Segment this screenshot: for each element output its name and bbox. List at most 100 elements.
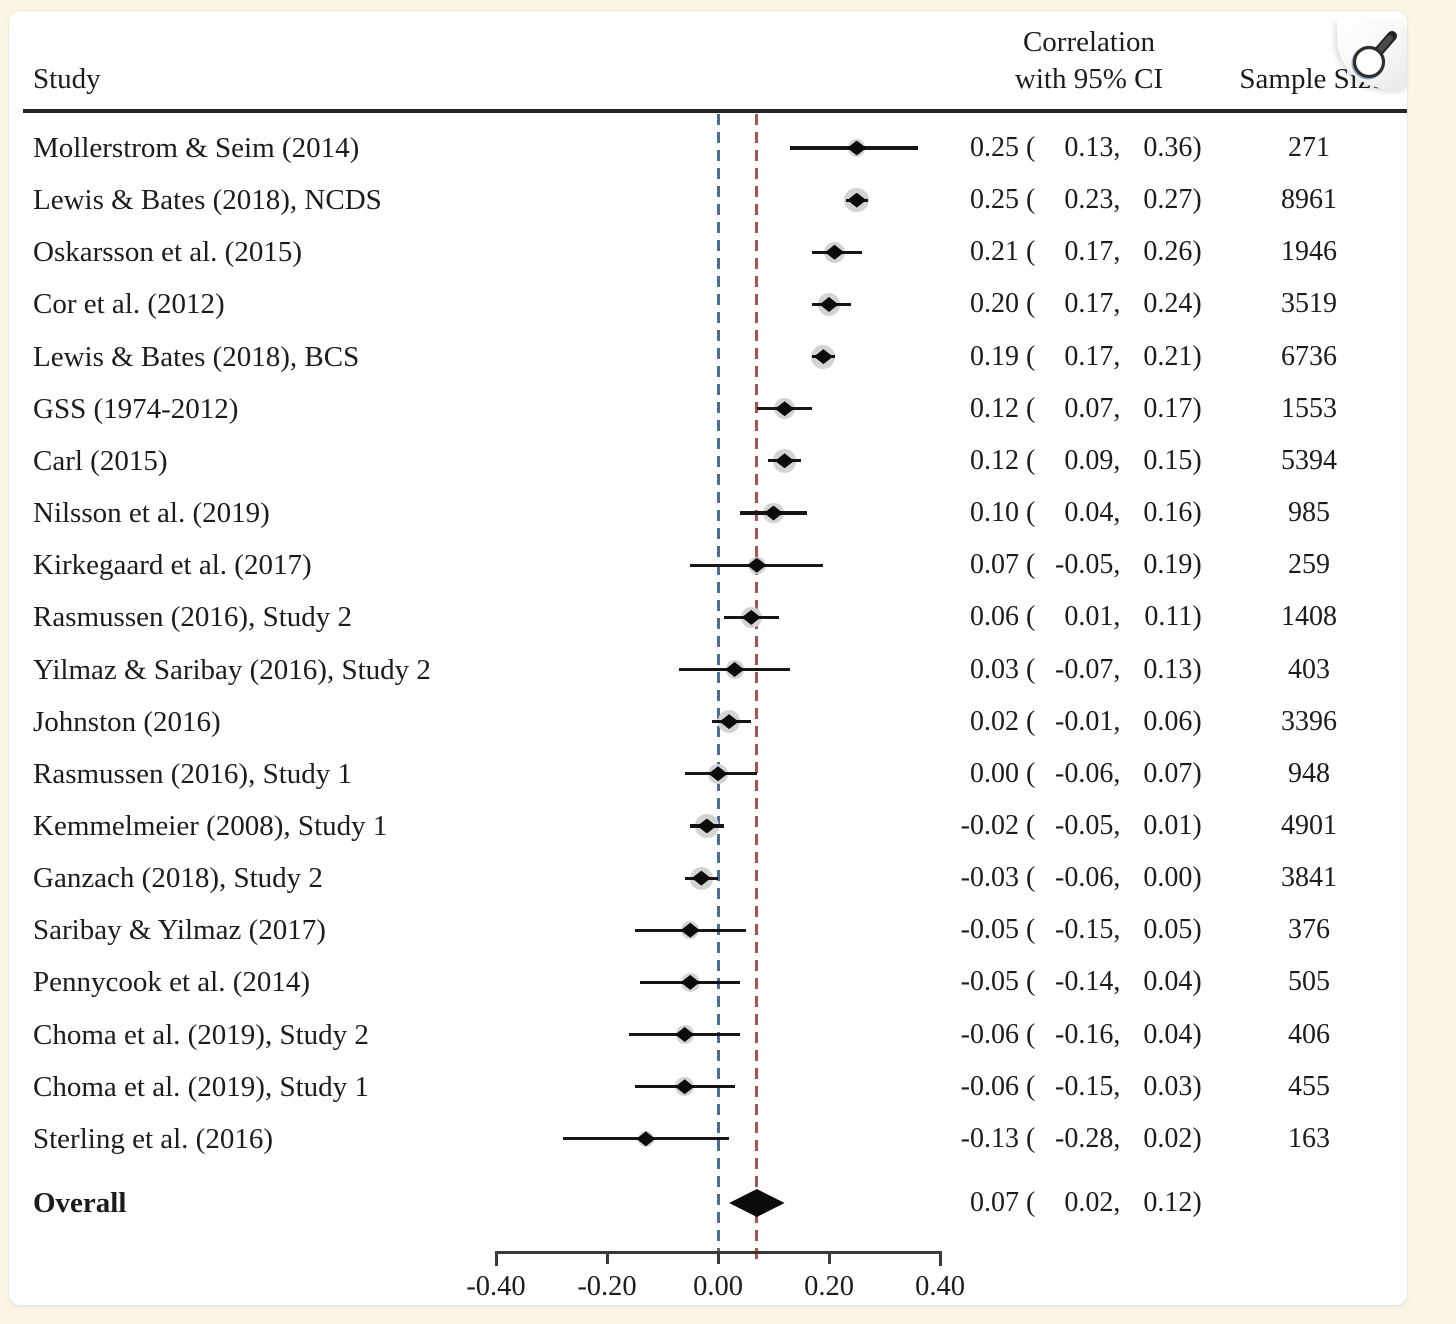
correlation-value-part: ) bbox=[1192, 288, 1202, 320]
correlation-value: 0.06 (0.01, 0.11) bbox=[945, 598, 1202, 636]
correlation-value-part: 0.17 bbox=[1064, 340, 1114, 372]
point-marker bbox=[691, 870, 711, 886]
correlation-value-part: ) bbox=[1192, 392, 1202, 424]
point-marker bbox=[819, 296, 839, 312]
correlation-value-part: -0.15 bbox=[1055, 1070, 1114, 1102]
magnifier-icon bbox=[1351, 31, 1397, 80]
correlation-value-part: , bbox=[1113, 288, 1121, 320]
study-row-label: Mollerstrom & Seim (2014) bbox=[33, 132, 360, 164]
study-row-label: Yilmaz & Saribay (2016), Study 2 bbox=[33, 653, 431, 686]
correlation-value-part: , bbox=[1113, 392, 1121, 424]
point-marker bbox=[825, 244, 845, 260]
correlation-value-part: -0.06 bbox=[1055, 757, 1114, 789]
correlation-value-part: 0.09 bbox=[1064, 444, 1114, 476]
correlation-value-part: ) bbox=[1192, 549, 1202, 581]
sample-size-value: 271 bbox=[1288, 132, 1330, 163]
weight-circle bbox=[772, 449, 797, 473]
x-axis-tick-label: 0.40 bbox=[915, 1271, 965, 1302]
correlation-value-part: ) bbox=[1192, 601, 1202, 633]
correlation-value-part: -0.03 bbox=[960, 862, 1019, 894]
point-marker bbox=[775, 453, 795, 469]
study-row-label: Lewis & Bates (2018), BCS bbox=[33, 340, 360, 373]
correlation-value-part: ) bbox=[1192, 132, 1202, 163]
weight-circle bbox=[680, 973, 700, 992]
ci-line bbox=[629, 1032, 741, 1037]
ci-line bbox=[640, 980, 741, 984]
correlation-value-part: -0.07 bbox=[1055, 653, 1114, 685]
correlation-value: -0.02 (-0.05, 0.01) bbox=[945, 807, 1202, 845]
correlation-value-part: ) bbox=[1192, 862, 1202, 894]
sample-size-value: 948 bbox=[1288, 757, 1330, 789]
correlation-value: -0.13 (-0.28, 0.02) bbox=[945, 1120, 1202, 1158]
correlation-value: 0.12 (0.07, 0.17) bbox=[945, 390, 1202, 428]
correlation-value-part: ( bbox=[1019, 549, 1036, 581]
correlation-value-part: -0.14 bbox=[1055, 966, 1114, 998]
correlation-value-part: ) bbox=[1192, 809, 1202, 841]
correlation-value-part: ) bbox=[1192, 1187, 1202, 1218]
point-marker bbox=[847, 140, 867, 156]
correlation-value: -0.06 (-0.16, 0.04) bbox=[945, 1016, 1202, 1054]
ci-line bbox=[740, 511, 807, 515]
correlation-value-part: 0.24 bbox=[1143, 288, 1193, 320]
correlation-value: -0.03 (-0.06, 0.00) bbox=[945, 859, 1202, 897]
correlation-value-part: ( bbox=[1019, 705, 1036, 737]
zoom-button[interactable] bbox=[1337, 19, 1407, 89]
correlation-value-part: 0.13 bbox=[1064, 132, 1114, 163]
correlation-value-part: 0.36 bbox=[1143, 132, 1193, 163]
correlation-value-part: ( bbox=[1019, 132, 1036, 163]
point-marker bbox=[725, 662, 745, 677]
study-row-label: Carl (2015) bbox=[33, 444, 168, 477]
sample-size-value: 505 bbox=[1288, 966, 1330, 998]
correlation-value-part: ( bbox=[1019, 757, 1036, 789]
plot-markers-layer bbox=[9, 11, 1407, 1305]
correlation-value-part: -0.16 bbox=[1055, 1018, 1114, 1050]
correlation-value-part: 0.25 bbox=[970, 132, 1019, 163]
point-marker bbox=[680, 974, 700, 990]
correlation-value-part: ) bbox=[1192, 497, 1202, 529]
correlation-value-part: 0.12 bbox=[970, 444, 1019, 476]
weight-circle bbox=[675, 1025, 694, 1044]
correlation-value-part: 0.17 bbox=[1064, 236, 1114, 268]
correlation-value-part: , bbox=[1113, 1018, 1121, 1050]
ci-line bbox=[684, 876, 718, 880]
correlation-value-part: ( bbox=[1019, 340, 1036, 372]
correlation-value-part: 0.02 bbox=[970, 705, 1019, 737]
correlation-value-part: -0.01 bbox=[1055, 705, 1114, 737]
study-row-label: Saribay & Yilmaz (2017) bbox=[33, 914, 326, 947]
x-axis-tick-label: 0.20 bbox=[804, 1271, 854, 1302]
correlation-value: 0.20 (0.17, 0.24) bbox=[945, 285, 1202, 323]
weight-circle bbox=[774, 398, 796, 420]
ci-line bbox=[679, 667, 791, 672]
correlation-value-part: 0.01 bbox=[1143, 809, 1193, 841]
point-marker bbox=[813, 349, 833, 365]
ci-line bbox=[790, 146, 918, 150]
correlation-value-part: , bbox=[1113, 601, 1121, 633]
study-row-label: Nilsson et al. (2019) bbox=[33, 497, 270, 530]
study-row-label: Johnston (2016) bbox=[33, 705, 221, 738]
ci-line bbox=[634, 1085, 735, 1089]
x-axis-tick-label: -0.20 bbox=[577, 1271, 637, 1302]
correlation-value-part: 0.00 bbox=[970, 757, 1019, 789]
correlation-value-part: 0.19 bbox=[1143, 549, 1193, 581]
point-marker bbox=[675, 1027, 695, 1043]
weight-circle bbox=[844, 187, 870, 213]
sample-size-value: 3519 bbox=[1281, 288, 1337, 320]
correlation-value-part: -0.05 bbox=[1055, 549, 1114, 581]
correlation-value: 0.02 (-0.01, 0.06) bbox=[945, 703, 1202, 741]
ci-line bbox=[684, 772, 757, 776]
correlation-value-part: 0.17 bbox=[1143, 392, 1193, 424]
correlation-value-part: 0.03 bbox=[970, 653, 1019, 685]
sample-size-value: 3841 bbox=[1281, 862, 1337, 894]
sample-size-value: 3396 bbox=[1281, 705, 1337, 737]
correlation-value-part: 0.07 bbox=[1064, 392, 1114, 424]
correlation-value-part: , bbox=[1113, 444, 1121, 476]
correlation-value-part: , bbox=[1113, 184, 1121, 216]
correlation-value-part: 0.04 bbox=[1143, 966, 1193, 998]
correlation-value-part: ( bbox=[1019, 392, 1036, 424]
correlation-value-part: ( bbox=[1019, 862, 1036, 894]
correlation-value-part: 0.15 bbox=[1143, 444, 1193, 476]
point-marker bbox=[847, 192, 867, 208]
x-axis-tick bbox=[494, 1251, 498, 1266]
correlation-value-part: ) bbox=[1192, 653, 1202, 685]
x-axis-tick bbox=[827, 1251, 831, 1264]
